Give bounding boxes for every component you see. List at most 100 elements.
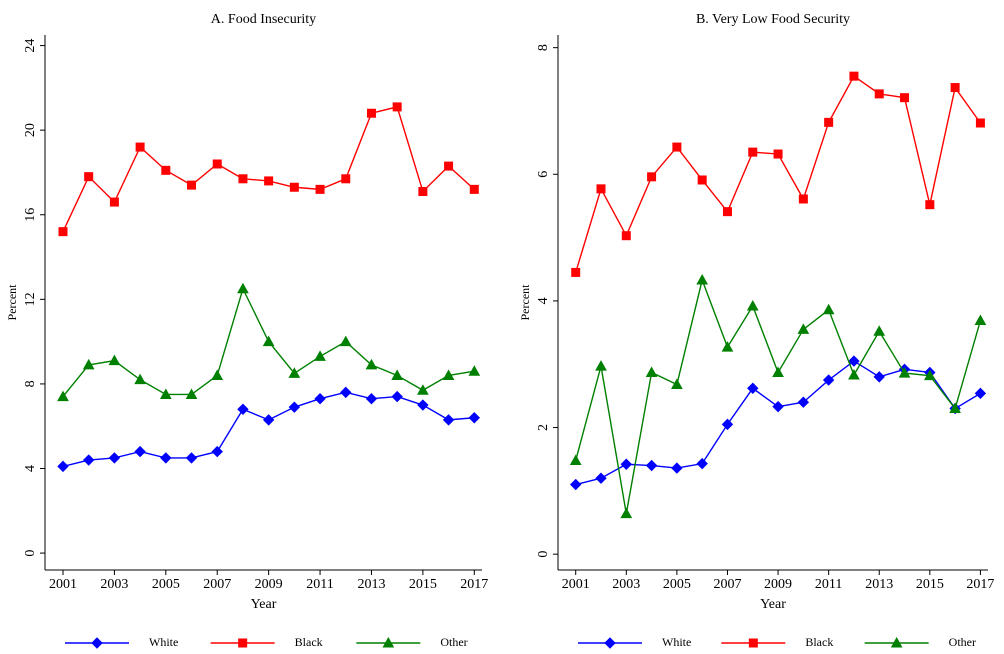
y-tick-label: 8: [23, 380, 38, 387]
legend-marker: [890, 636, 903, 648]
data-point: [696, 457, 708, 470]
data-point: [595, 472, 607, 484]
data-point: [108, 354, 121, 366]
data-point: [873, 371, 885, 383]
data-point: [848, 355, 860, 367]
data-point: [237, 282, 249, 294]
data-point: [468, 412, 480, 424]
data-point: [442, 414, 455, 426]
data-point: [974, 314, 987, 326]
y-tick-label: 12: [23, 292, 38, 306]
data-point: [314, 350, 326, 361]
data-point: [569, 478, 582, 491]
x-tick-label: 2013: [865, 577, 893, 592]
y-tick-label: 20: [23, 123, 38, 137]
data-point: [315, 184, 325, 194]
data-point: [185, 388, 198, 399]
data-point: [773, 149, 783, 159]
data-point: [134, 373, 146, 385]
x-tick-label: 2003: [100, 577, 128, 592]
series-line: [575, 75, 981, 273]
legend-marker: [382, 636, 395, 648]
y-tick-label: 0: [23, 550, 38, 557]
data-point: [596, 184, 606, 194]
data-point: [772, 400, 784, 413]
legend-marker: [238, 638, 248, 648]
y-axis-label: Percent: [518, 284, 532, 321]
data-point: [418, 186, 428, 196]
data-point: [211, 445, 223, 458]
data-point: [822, 374, 835, 386]
y-tick-label: 24: [23, 39, 38, 53]
x-tick-label: 2009: [255, 577, 283, 592]
data-point: [264, 176, 274, 186]
x-tick-label: 2011: [815, 577, 842, 592]
data-point: [975, 118, 985, 128]
y-tick-label: 4: [23, 465, 38, 472]
data-point: [392, 102, 402, 112]
legend-marker: [91, 637, 103, 649]
data-point: [444, 161, 454, 171]
series-line: [62, 391, 475, 468]
legend-label: White: [149, 635, 178, 649]
data-point: [925, 200, 935, 210]
data-point: [620, 458, 633, 470]
y-tick-label: 4: [536, 297, 551, 304]
data-point: [160, 452, 172, 464]
series-line: [62, 106, 475, 232]
data-point: [849, 71, 859, 81]
data-point: [621, 231, 631, 241]
data-point: [721, 418, 734, 431]
data-point: [134, 445, 146, 458]
data-point: [185, 452, 198, 464]
data-point: [645, 459, 658, 472]
data-point: [772, 366, 784, 377]
legend-marker: [748, 638, 758, 648]
data-point: [237, 403, 249, 415]
data-point: [595, 360, 607, 371]
data-point: [571, 267, 581, 277]
data-point: [262, 414, 275, 426]
data-point: [722, 207, 732, 217]
data-point: [135, 142, 145, 152]
data-point: [211, 369, 224, 380]
data-point: [645, 366, 658, 377]
data-point: [262, 335, 275, 347]
data-point: [442, 369, 455, 380]
data-point: [898, 367, 911, 378]
x-tick-label: 2015: [409, 577, 437, 592]
y-tick-label: 8: [536, 44, 551, 51]
data-point: [797, 396, 810, 408]
y-axis-label: Percent: [5, 284, 19, 321]
data-point: [671, 378, 683, 389]
data-point: [569, 454, 582, 465]
chart-title: B. Very Low Food Security: [696, 12, 850, 27]
data-point: [696, 273, 709, 285]
x-tick-label: 2017: [460, 577, 488, 592]
legend-label: White: [662, 635, 691, 649]
data-point: [746, 299, 759, 311]
data-point: [366, 108, 376, 118]
data-point: [187, 180, 197, 190]
data-point: [288, 367, 301, 378]
data-point: [391, 369, 404, 380]
x-axis-label: Year: [251, 597, 277, 612]
data-point: [365, 393, 378, 405]
data-point: [671, 462, 683, 474]
x-tick-label: 2011: [306, 577, 333, 592]
data-point: [82, 358, 95, 370]
data-point: [949, 402, 961, 414]
legend-marker: [604, 637, 616, 649]
data-point: [108, 452, 121, 464]
data-point: [391, 390, 403, 403]
x-axis-label: Year: [760, 597, 786, 612]
data-point: [82, 454, 95, 466]
data-point: [365, 358, 378, 370]
data-point: [721, 341, 734, 352]
data-point: [159, 388, 172, 399]
data-point: [647, 172, 657, 182]
data-point: [417, 399, 429, 411]
x-tick-label: 2017: [966, 577, 994, 592]
series-line: [575, 360, 981, 486]
